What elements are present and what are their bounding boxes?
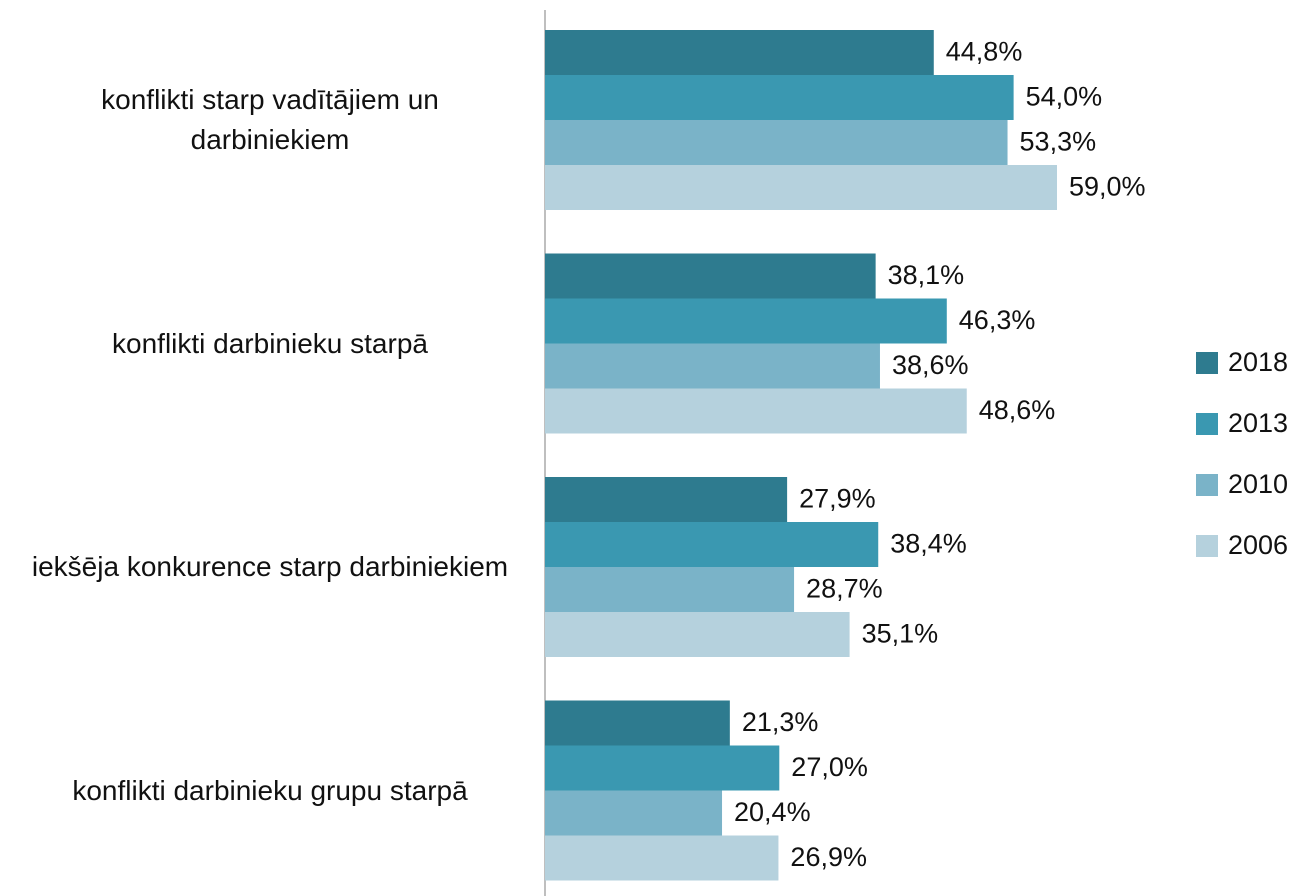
value-label: 44,8%: [946, 37, 1023, 67]
bar: [545, 522, 879, 567]
bar: [545, 567, 795, 612]
value-label: 38,1%: [888, 260, 965, 290]
category-label: konflikti darbinieku grupu starpā: [72, 774, 468, 806]
legend-swatch: [1196, 352, 1218, 374]
value-label: 54,0%: [1026, 82, 1103, 112]
value-label: 28,7%: [806, 574, 883, 604]
value-label: 20,4%: [734, 797, 811, 827]
bar: [545, 165, 1057, 210]
bar: [545, 388, 967, 434]
bar: [545, 790, 723, 836]
bar: [545, 75, 1014, 120]
value-label: 46,3%: [959, 305, 1036, 335]
value-label: 27,0%: [791, 752, 868, 782]
value-label: 38,6%: [892, 350, 969, 380]
bar: [545, 120, 1008, 165]
value-label: 35,1%: [862, 619, 939, 649]
bar: [545, 745, 780, 791]
bar: [545, 253, 876, 299]
bar: [545, 477, 788, 522]
category-label: iekšēja konkurence starp darbiniekiem: [31, 551, 509, 582]
value-label: 38,4%: [890, 529, 967, 559]
category-label: konflikti darbinieku starpā: [112, 327, 428, 359]
legend-label: 2010: [1228, 469, 1288, 499]
bar: [545, 835, 779, 881]
value-label: 26,9%: [790, 842, 867, 872]
bar: [545, 298, 947, 344]
value-label: 27,9%: [799, 484, 876, 514]
bar: [545, 30, 934, 75]
legend-label: 2013: [1228, 408, 1288, 438]
legend-swatch: [1196, 535, 1218, 557]
value-label: 53,3%: [1020, 127, 1097, 157]
value-label: 59,0%: [1069, 172, 1146, 202]
bar: [545, 612, 850, 657]
legend-label: 2018: [1228, 347, 1288, 377]
category-label: konflikti starp vadītājiem un darbinieki…: [101, 84, 439, 155]
value-label: 48,6%: [979, 395, 1056, 425]
bar: [545, 700, 730, 746]
bar: [545, 343, 880, 389]
legend-swatch: [1196, 474, 1218, 496]
legend-swatch: [1196, 413, 1218, 435]
legend-label: 2006: [1228, 530, 1288, 560]
value-label: 21,3%: [742, 707, 819, 737]
